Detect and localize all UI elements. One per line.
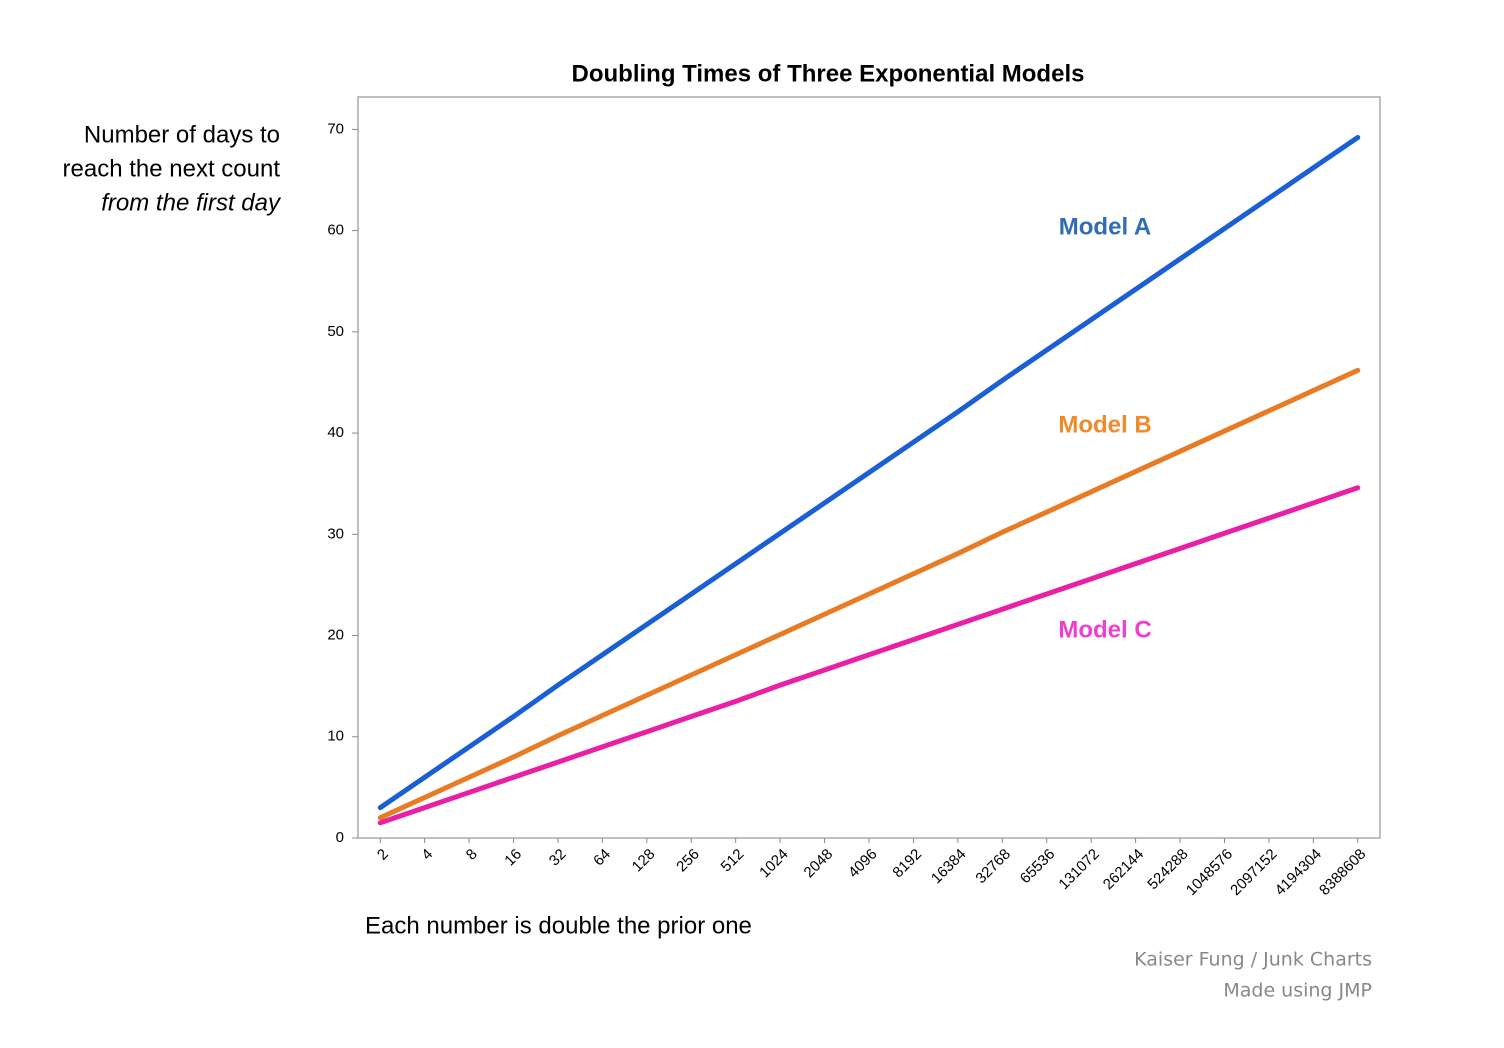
y-tick-label: 50 (327, 323, 344, 340)
y-tick-label: 70 (327, 120, 344, 137)
x-tick-label: 32768 (972, 846, 1014, 888)
series-label: Model B (1058, 411, 1151, 438)
series-label: Model A (1059, 213, 1151, 240)
credit: Kaiser Fung / Junk Charts (1134, 949, 1372, 971)
x-tick-label: 512 (718, 846, 748, 876)
x-tick-label: 2 (374, 846, 392, 864)
x-tick-label: 64 (590, 846, 614, 870)
y-tick-label: 40 (327, 424, 344, 441)
x-tick-label: 1024 (756, 846, 792, 882)
x-tick-label: 262144 (1100, 846, 1147, 893)
series-line (377, 134, 1361, 811)
y-axis-label: from the first day (101, 189, 282, 216)
y-tick-label: 20 (327, 627, 344, 644)
x-tick-label: 16384 (928, 846, 970, 888)
x-tick-label: 2048 (801, 846, 837, 882)
x-tick-label: 1048576 (1183, 846, 1236, 899)
y-tick-label: 0 (336, 829, 344, 846)
x-tick-label: 4096 (845, 846, 881, 882)
y-tick-label: 10 (327, 728, 344, 745)
y-tick-label: 30 (327, 525, 344, 542)
x-tick-label: 32 (546, 846, 570, 870)
x-axis-label: Each number is double the prior one (365, 912, 752, 939)
chart-title: Doubling Times of Three Exponential Mode… (572, 60, 1085, 87)
x-tick-label: 256 (673, 846, 703, 876)
x-tick-label: 4194304 (1272, 846, 1325, 899)
x-tick-label: 8 (463, 846, 481, 864)
credit: Made using JMP (1223, 980, 1372, 1002)
series-line (377, 485, 1361, 826)
x-tick-label: 16 (501, 846, 525, 870)
y-tick-label: 60 (327, 222, 344, 239)
x-tick-label: 8388608 (1316, 846, 1369, 899)
x-tick-label: 8192 (889, 846, 925, 882)
x-tick-label: 4 (418, 846, 436, 864)
x-tick-label: 131072 (1055, 846, 1102, 893)
plot-frame (357, 96, 1381, 839)
x-tick-label: 2097152 (1227, 846, 1280, 899)
series-label: Model C (1058, 616, 1151, 643)
x-tick-label: 65536 (1017, 846, 1059, 888)
y-axis-label: Number of days to (84, 121, 280, 148)
x-tick-label: 128 (629, 846, 659, 876)
y-axis-label: reach the next count (63, 155, 281, 182)
series-line (377, 367, 1361, 821)
